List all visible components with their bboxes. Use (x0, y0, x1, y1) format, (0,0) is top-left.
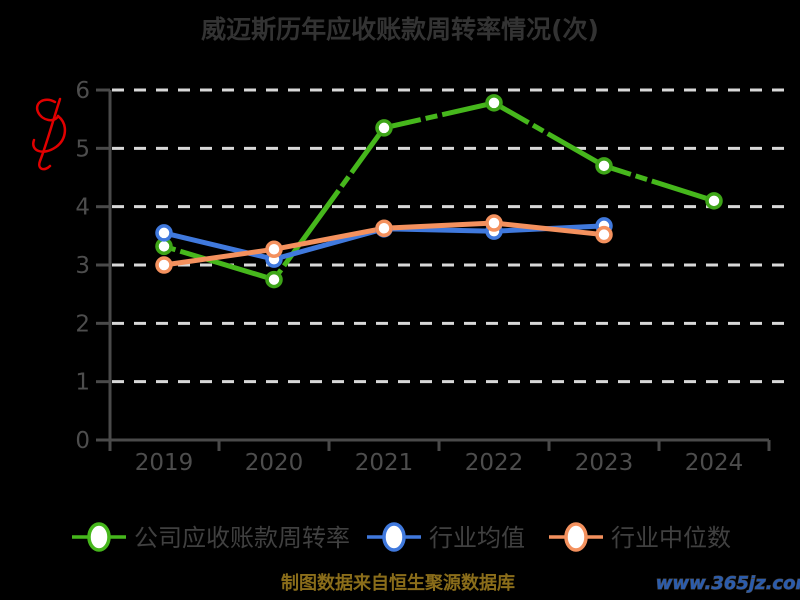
legend-marker-company-receivables-turnover (87, 522, 111, 552)
industry-median-point-2019 (155, 256, 173, 274)
company-receivables-turnover-point-2020 (265, 270, 283, 289)
axes-layer: 0 1 2 3 4 5 6 2019 2020 2021 2022 2023 2024 (75, 78, 771, 476)
company-receivables-turnover-line (163, 100, 715, 283)
watermark-url: www.365jz.com (656, 573, 800, 594)
y-tick-label-4: 4 (75, 195, 90, 221)
gridlines-layer (112, 88, 792, 384)
y-tick-label-1: 1 (75, 370, 90, 396)
legend-marker-industry-mean (382, 522, 406, 552)
x-tick-label-2024: 2024 (685, 450, 744, 476)
company-receivables-turnover-point-2022 (485, 94, 503, 112)
industry-median-point-2023 (595, 225, 613, 244)
series-layer (155, 94, 723, 289)
chart-title: 威迈斯历年应收账款周转率情况(次) (201, 15, 599, 44)
data-source-note: 制图数据来自恒生聚源数据库 (281, 572, 515, 594)
industry-median-point-2021 (375, 219, 393, 238)
legend: 公司应收账款周转率 行业均值 行业中位数 (72, 522, 731, 552)
x-tick-label-2021: 2021 (355, 450, 414, 476)
y-tick-label-5: 5 (75, 136, 90, 162)
y-tick-label-0: 0 (75, 428, 90, 454)
company-receivables-turnover-point-2023 (595, 157, 613, 175)
industry-median-point-2020 (265, 240, 283, 259)
company-receivables-turnover-point-2021 (375, 119, 393, 137)
y-tick-label-3: 3 (75, 253, 90, 279)
industry-mean-point-2019 (155, 224, 173, 242)
legend-label-company-receivables-turnover: 公司应收账款周转率 (134, 524, 350, 552)
x-tick-label-2019: 2019 (135, 450, 194, 476)
x-tick-label-2023: 2023 (575, 450, 634, 476)
x-tick-label-2020: 2020 (245, 450, 304, 476)
y-tick-label-2: 2 (75, 311, 90, 337)
legend-label-industry-mean: 行业均值 (429, 524, 525, 552)
industry-median-point-2022 (485, 214, 503, 232)
company-receivables-turnover-point-2024 (705, 192, 723, 210)
y-tick-label-6: 6 (75, 78, 90, 104)
red-signature-icon (32, 97, 67, 171)
legend-marker-industry-median (564, 522, 588, 552)
x-tick-label-2022: 2022 (465, 450, 524, 476)
legend-label-industry-median: 行业中位数 (611, 524, 731, 552)
